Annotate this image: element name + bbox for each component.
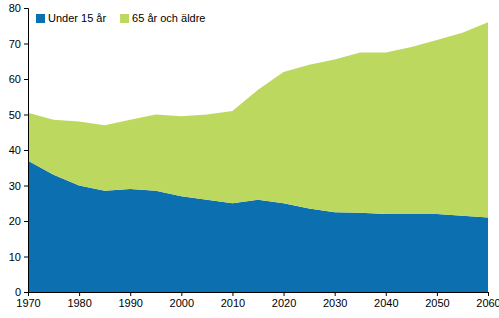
tick-label: 40	[9, 144, 21, 156]
tick-label: 2020	[272, 297, 296, 309]
plot: 1970198019902000201020202030204020502060…	[9, 2, 499, 309]
legend-label: Under 15 år	[48, 12, 106, 24]
tick-label: 60	[9, 73, 21, 85]
tick-mark	[24, 292, 28, 293]
x-axis: 1970 1980 1990 2000 2010 2020 2030 2040 2050 2060	[16, 292, 499, 309]
tick-label: 0	[15, 286, 21, 298]
tick-mark	[130, 292, 131, 296]
tick: 60	[9, 73, 28, 85]
tick-label: 2050	[425, 297, 449, 309]
tick-label: 1970	[16, 297, 40, 309]
tick-label: 2040	[374, 297, 398, 309]
legend-swatch	[36, 14, 45, 23]
tick: 50	[9, 109, 28, 121]
tick: 2000	[170, 292, 194, 309]
tick-mark	[24, 150, 28, 151]
tick: 2030	[323, 292, 347, 309]
tick-label: 30	[9, 180, 21, 192]
tick: 2010	[221, 292, 245, 309]
tick: 20	[9, 215, 28, 227]
axis-line	[29, 293, 489, 297]
tick-label: 20	[9, 215, 21, 227]
tick: 70	[9, 38, 28, 50]
tick: 0	[15, 286, 28, 298]
tick-label: 2030	[323, 297, 347, 309]
legend-swatch	[120, 14, 129, 23]
tick-mark	[232, 292, 233, 296]
areas	[28, 22, 488, 292]
tick-mark	[488, 292, 489, 296]
tick-mark	[24, 79, 28, 80]
tick-mark	[79, 292, 80, 296]
chart: 1970198019902000201020202030204020502060…	[0, 0, 499, 318]
tick-mark	[24, 8, 28, 9]
tick-mark	[386, 292, 387, 296]
tick-label: 2010	[221, 297, 245, 309]
tick-mark	[24, 257, 28, 258]
legend-label: 65 år och äldre	[132, 12, 205, 24]
tick-mark	[24, 186, 28, 187]
tick: 10	[9, 251, 28, 263]
tick: 40	[9, 144, 28, 156]
tick: 1990	[118, 292, 142, 309]
tick-label: 10	[9, 251, 21, 263]
tick-mark	[181, 292, 182, 296]
tick: 80	[9, 2, 28, 14]
tick-mark	[284, 292, 285, 296]
tick-mark	[24, 221, 28, 222]
tick-label: 80	[9, 2, 21, 14]
tick-mark	[437, 292, 438, 296]
tick-label: 1980	[67, 297, 91, 309]
axis-line	[24, 9, 29, 293]
tick-mark	[24, 44, 28, 45]
tick-label: 2000	[170, 297, 194, 309]
y-axis: 0 10 20 30 40 50 60 70 80	[9, 2, 29, 298]
tick-label: 70	[9, 38, 21, 50]
tick: 30	[9, 180, 28, 192]
tick-mark	[24, 115, 28, 116]
area-series	[28, 22, 488, 217]
tick-label: 50	[9, 109, 21, 121]
tick: 2060	[476, 292, 499, 309]
tick-label: 2060	[476, 297, 499, 309]
tick: 2020	[272, 292, 296, 309]
tick-mark	[335, 292, 336, 296]
tick: 1980	[67, 292, 91, 309]
legend: Under 15 år 65 år och äldre	[36, 12, 205, 24]
tick-label: 1990	[118, 297, 142, 309]
tick: 2050	[425, 292, 449, 309]
tick: 2040	[374, 292, 398, 309]
